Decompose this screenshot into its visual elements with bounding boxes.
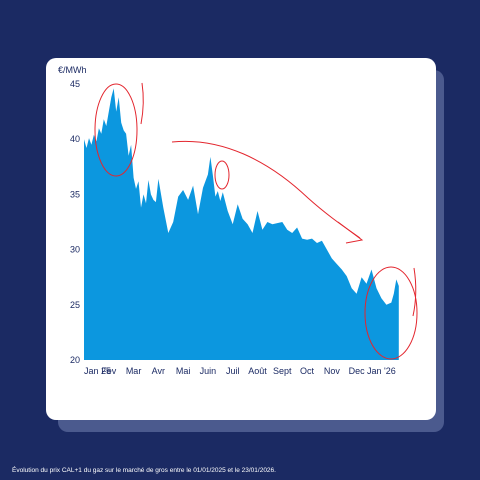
x-tick-label: Nov <box>324 366 341 376</box>
x-tick-label: Juil <box>226 366 240 376</box>
x-tick-label: Août <box>248 366 267 376</box>
x-tick-label: Juin <box>200 366 217 376</box>
y-tick-label: 40 <box>70 134 80 144</box>
y-tick-label: 20 <box>70 355 80 365</box>
x-tick-label: Dec <box>349 366 366 376</box>
y-tick-label: 35 <box>70 189 80 199</box>
x-tick-label: Oct <box>300 366 315 376</box>
y-tick-label: 45 <box>70 79 80 89</box>
x-tick-label: Jan '26 <box>367 366 396 376</box>
chart-card: 20 25 30 35 40 45 Jan 25 Fev Mar Avr Mai Juin Juil A… <box>46 58 436 420</box>
x-tick-label: Mai <box>176 366 191 376</box>
annotation-circle-january-low <box>364 266 418 360</box>
x-tick-label: Jan 25 <box>84 366 111 376</box>
y-tick-label: 30 <box>70 245 80 255</box>
red-annotations <box>94 82 418 360</box>
price-area-series <box>84 88 399 361</box>
annotation-circle-june-peak <box>214 160 230 190</box>
x-tick-label: Mar <box>126 366 142 376</box>
y-tick-label: 25 <box>70 300 80 310</box>
x-tick-label: Fev <box>101 366 117 376</box>
x-tick-label: Sept <box>273 366 292 376</box>
x-tick-label: Avr <box>152 366 165 376</box>
y-axis-unit-label: €/MWh <box>58 65 87 75</box>
annotation-circle-february-peak <box>94 83 138 177</box>
annotation-stroke-february <box>140 82 144 125</box>
annotation-arrow-head <box>337 221 364 244</box>
annotation-stroke-january <box>412 267 417 317</box>
chart-caption: Évolution du prix CAL+1 du gaz sur le ma… <box>12 467 276 474</box>
